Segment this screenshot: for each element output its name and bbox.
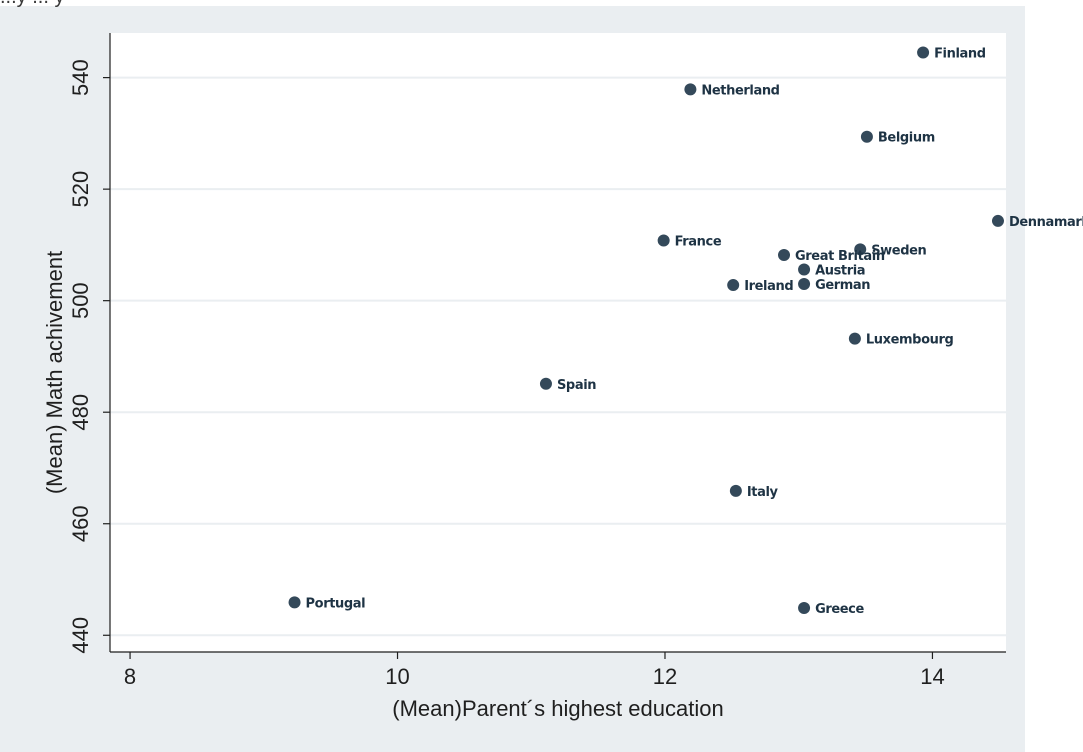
data-point-label: Portugal — [306, 596, 366, 611]
data-point — [917, 46, 930, 59]
top-text-fragment: ...y ... y — [0, 0, 64, 8]
x-tick-label: 14 — [920, 664, 944, 689]
x-axis-title: (Mean)Parent´s highest education — [392, 696, 723, 721]
data-point-label: Austria — [815, 263, 865, 278]
data-point-label: Dennamark — [1009, 215, 1083, 230]
y-tick-label: 460 — [68, 505, 93, 542]
data-point — [684, 83, 697, 96]
y-tick-label: 480 — [68, 394, 93, 431]
data-point — [991, 214, 1004, 227]
data-point — [854, 243, 867, 256]
data-point — [798, 601, 811, 614]
data-point-label: Belgium — [878, 131, 935, 146]
data-point-label: France — [675, 234, 722, 249]
y-tick-label: 520 — [68, 171, 93, 208]
data-points: Finland Netherland Belgium Dennamark France S… — [288, 46, 1083, 617]
data-point-label: Finland — [934, 47, 986, 62]
data-point — [657, 234, 670, 247]
y-tick-label: 540 — [68, 59, 93, 96]
data-point — [727, 279, 740, 292]
data-point-label: German — [815, 278, 870, 293]
data-point-label: Italy — [747, 485, 779, 500]
y-tick-labels: 440 460 480 500 520 540 — [68, 59, 93, 653]
data-point-label: Sweden — [871, 243, 926, 258]
data-point-label: Greece — [815, 602, 864, 617]
data-point — [539, 377, 552, 390]
x-tick-labels: 8 10 12 14 — [124, 664, 945, 689]
x-tick-label: 12 — [653, 664, 677, 689]
axes — [103, 33, 1006, 659]
right-white-strip — [1025, 0, 1083, 752]
data-point-label: Luxembourg — [866, 333, 954, 348]
y-tick-label: 440 — [68, 617, 93, 654]
data-point — [778, 248, 791, 261]
data-point — [848, 332, 861, 345]
data-point — [798, 277, 811, 290]
y-axis-title: (Mean) Math achivement — [42, 251, 67, 494]
x-tick-label: 8 — [124, 664, 136, 689]
x-tick-label: 10 — [385, 664, 409, 689]
data-point — [288, 596, 301, 609]
data-point-label: Great Britain — [795, 249, 885, 264]
data-point — [860, 130, 873, 143]
top-white-strip — [0, 0, 1083, 6]
data-point-label: Ireland — [744, 279, 793, 294]
data-point — [729, 484, 742, 497]
data-point-label: Spain — [557, 378, 596, 393]
gridlines — [110, 76, 1006, 637]
y-tick-label: 500 — [68, 282, 93, 319]
data-point-label: Netherland — [701, 83, 779, 98]
data-point — [798, 263, 811, 276]
